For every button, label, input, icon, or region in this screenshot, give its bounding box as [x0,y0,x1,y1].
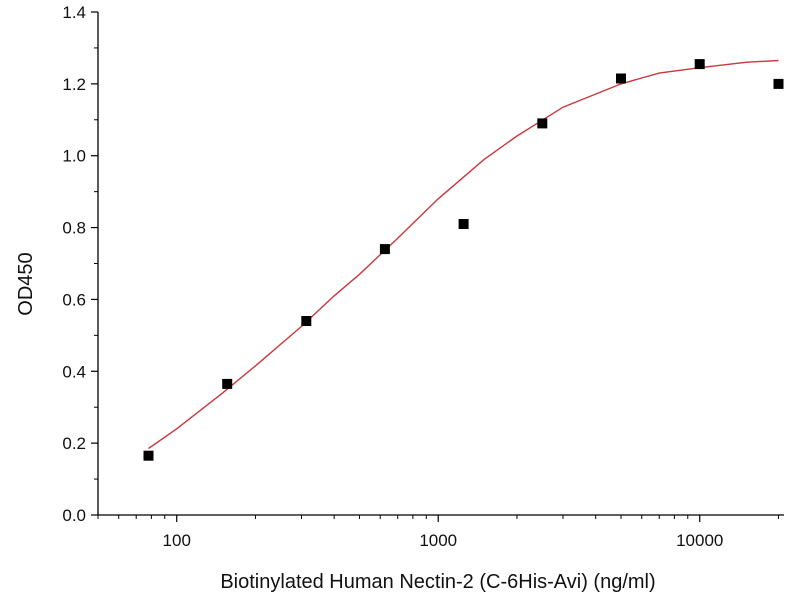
data-points-layer [143,59,784,461]
y-tick-label: 0.0 [62,506,86,525]
data-point [379,244,390,255]
x-tick-label: 10000 [676,531,723,550]
fit-curve [148,59,779,450]
y-axis-label: OD450 [15,252,37,315]
y-tick-label: 0.2 [62,434,86,453]
data-point [301,316,312,326]
data-point [458,219,469,229]
data-point [694,59,705,70]
data-point [616,73,626,84]
fit-curve-layer [148,59,779,450]
y-tick-label: 0.6 [62,290,86,309]
y-tick-label: 1.2 [62,75,86,94]
y-tick-label: 0.4 [62,362,86,381]
x-tick-label: 1000 [419,531,457,550]
y-tick-label: 1.0 [62,147,86,166]
axes: 0.0 0.2 0.4 0.6 0.8 1.0 1.2 1.4 100 1000 10000 [62,3,784,550]
y-tick-label: 0.8 [62,219,86,238]
data-point [222,378,233,389]
data-point [773,78,784,89]
x-axis-label: Biotinylated Human Nectin-2 (C-6His-Avi)… [220,571,655,593]
y-tick-label: 1.4 [62,3,86,22]
data-point [143,450,154,461]
data-point [537,118,548,129]
x-tick-label: 100 [163,531,191,550]
